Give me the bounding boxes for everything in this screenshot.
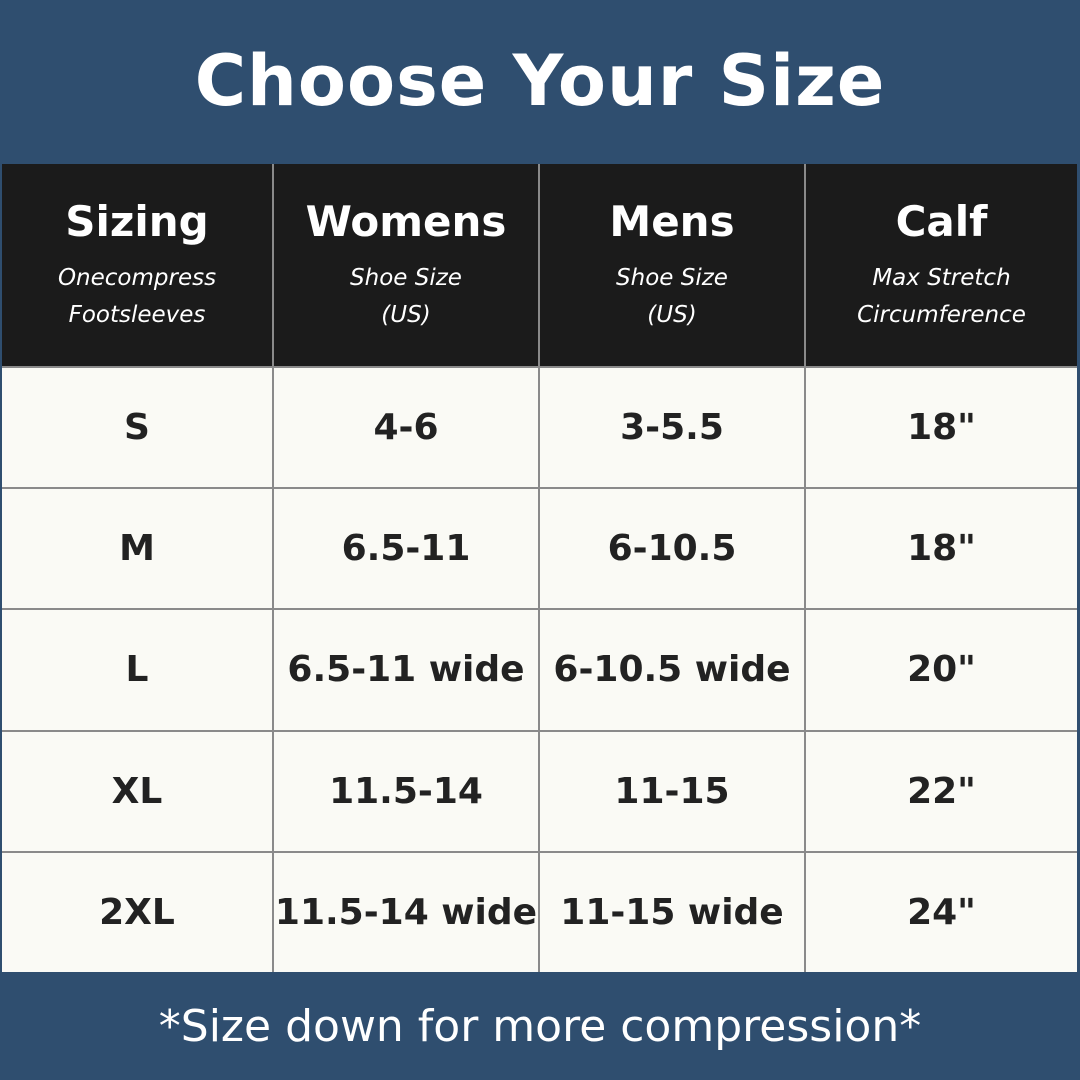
header-subtitle: Circumference	[857, 301, 1026, 328]
table-cell: L	[2, 610, 272, 730]
table-cell: 11-15 wide	[540, 852, 804, 972]
table-cell: 20"	[806, 610, 1077, 730]
column-header: Calf Max Stretch Circumference	[806, 164, 1077, 366]
table-cell: 4-6	[274, 368, 538, 488]
table-cell: 11.5-14 wide	[274, 852, 538, 972]
header-title: Sizing	[65, 196, 209, 246]
table-cell: S	[2, 368, 272, 488]
header-subtitle: (US)	[381, 301, 431, 328]
header-subtitle: Footsleeves	[68, 301, 206, 328]
table-cell: M	[2, 489, 272, 609]
title: Choose Your Size	[194, 40, 886, 122]
size-table: Sizing Onecompress Footsleeves Womens Shoe S…	[2, 164, 1077, 972]
table-cell: 22"	[806, 731, 1077, 851]
table-cell: 18"	[806, 489, 1077, 609]
header-subtitle: Shoe Size	[616, 264, 728, 291]
table-cell: 24"	[806, 852, 1077, 972]
header-subtitle: (US)	[647, 301, 697, 328]
table-cell: 2XL	[2, 852, 272, 972]
footer-note: *Size down for more compression*	[158, 1000, 922, 1052]
header-title: Calf	[895, 196, 988, 246]
header-subtitle: Onecompress	[57, 264, 217, 291]
header-title: Womens	[305, 196, 507, 246]
table-cell: 6.5-11	[274, 489, 538, 609]
header-title: Mens	[609, 196, 735, 246]
table-cell: 6-10.5	[540, 489, 804, 609]
table-cell: XL	[2, 731, 272, 851]
column-header: Sizing Onecompress Footsleeves	[2, 164, 272, 366]
table-cell: 6.5-11 wide	[274, 610, 538, 730]
table-cell: 11-15	[540, 731, 804, 851]
table-cell: 6-10.5 wide	[540, 610, 804, 730]
table-cell: 11.5-14	[274, 731, 538, 851]
table-cell: 3-5.5	[540, 368, 804, 488]
table-cell: 18"	[806, 368, 1077, 488]
header-subtitle: Shoe Size	[350, 264, 462, 291]
column-header: Mens Shoe Size (US)	[540, 164, 804, 366]
column-header: Womens Shoe Size (US)	[274, 164, 538, 366]
header-subtitle: Max Stretch	[872, 264, 1011, 291]
